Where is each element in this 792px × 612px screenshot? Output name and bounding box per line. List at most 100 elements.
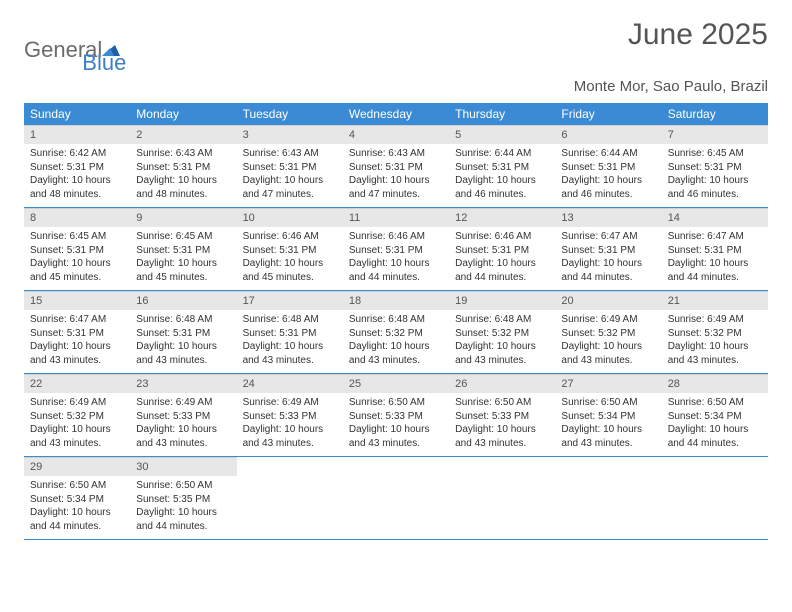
- day-details: Sunrise: 6:49 AMSunset: 5:33 PMDaylight:…: [130, 393, 236, 456]
- day-number: 24: [237, 374, 343, 393]
- day-details: Sunrise: 6:47 AMSunset: 5:31 PMDaylight:…: [24, 310, 130, 373]
- day-number: 29: [24, 457, 130, 476]
- day-details: Sunrise: 6:48 AMSunset: 5:31 PMDaylight:…: [237, 310, 343, 373]
- day-details: Sunrise: 6:42 AMSunset: 5:31 PMDaylight:…: [24, 144, 130, 207]
- day-details: Sunrise: 6:48 AMSunset: 5:32 PMDaylight:…: [343, 310, 449, 373]
- calendar-empty-cell: [343, 457, 449, 540]
- calendar-day-cell: 30Sunrise: 6:50 AMSunset: 5:35 PMDayligh…: [130, 457, 236, 540]
- day-number: 7: [662, 125, 768, 144]
- day-number: 21: [662, 291, 768, 310]
- location-subtitle: Monte Mor, Sao Paulo, Brazil: [24, 78, 768, 95]
- day-number: 8: [24, 208, 130, 227]
- day-details: Sunrise: 6:46 AMSunset: 5:31 PMDaylight:…: [449, 227, 555, 290]
- weekday-header: Monday: [130, 103, 236, 125]
- day-details: Sunrise: 6:48 AMSunset: 5:31 PMDaylight:…: [130, 310, 236, 373]
- weekday-header-row: SundayMondayTuesdayWednesdayThursdayFrid…: [24, 103, 768, 125]
- weekday-header: Wednesday: [343, 103, 449, 125]
- day-number: 13: [555, 208, 661, 227]
- calendar-day-cell: 14Sunrise: 6:47 AMSunset: 5:31 PMDayligh…: [662, 208, 768, 291]
- header-row: General Blue June 2025: [24, 18, 768, 76]
- day-number: 18: [343, 291, 449, 310]
- calendar-empty-cell: [662, 457, 768, 540]
- calendar-empty-cell: [237, 457, 343, 540]
- day-number: 4: [343, 125, 449, 144]
- calendar-day-cell: 25Sunrise: 6:50 AMSunset: 5:33 PMDayligh…: [343, 374, 449, 457]
- day-details: Sunrise: 6:43 AMSunset: 5:31 PMDaylight:…: [237, 144, 343, 207]
- day-details: Sunrise: 6:49 AMSunset: 5:33 PMDaylight:…: [237, 393, 343, 456]
- calendar-day-cell: 27Sunrise: 6:50 AMSunset: 5:34 PMDayligh…: [555, 374, 661, 457]
- day-number: 27: [555, 374, 661, 393]
- day-details: Sunrise: 6:46 AMSunset: 5:31 PMDaylight:…: [237, 227, 343, 290]
- day-number: 20: [555, 291, 661, 310]
- day-details: Sunrise: 6:48 AMSunset: 5:32 PMDaylight:…: [449, 310, 555, 373]
- calendar-week-row: 8Sunrise: 6:45 AMSunset: 5:31 PMDaylight…: [24, 208, 768, 291]
- calendar-day-cell: 28Sunrise: 6:50 AMSunset: 5:34 PMDayligh…: [662, 374, 768, 457]
- calendar-day-cell: 10Sunrise: 6:46 AMSunset: 5:31 PMDayligh…: [237, 208, 343, 291]
- day-number: 28: [662, 374, 768, 393]
- day-number: 12: [449, 208, 555, 227]
- title-block: June 2025: [628, 18, 768, 52]
- calendar-day-cell: 12Sunrise: 6:46 AMSunset: 5:31 PMDayligh…: [449, 208, 555, 291]
- calendar-day-cell: 4Sunrise: 6:43 AMSunset: 5:31 PMDaylight…: [343, 125, 449, 208]
- day-details: Sunrise: 6:44 AMSunset: 5:31 PMDaylight:…: [449, 144, 555, 207]
- weekday-header: Thursday: [449, 103, 555, 125]
- day-number: 10: [237, 208, 343, 227]
- weekday-header: Tuesday: [237, 103, 343, 125]
- day-details: Sunrise: 6:50 AMSunset: 5:34 PMDaylight:…: [555, 393, 661, 456]
- day-details: Sunrise: 6:49 AMSunset: 5:32 PMDaylight:…: [24, 393, 130, 456]
- day-number: 15: [24, 291, 130, 310]
- day-number: 3: [237, 125, 343, 144]
- day-number: 16: [130, 291, 236, 310]
- day-details: Sunrise: 6:45 AMSunset: 5:31 PMDaylight:…: [130, 227, 236, 290]
- calendar-day-cell: 7Sunrise: 6:45 AMSunset: 5:31 PMDaylight…: [662, 125, 768, 208]
- page-title: June 2025: [628, 18, 768, 52]
- calendar-day-cell: 29Sunrise: 6:50 AMSunset: 5:34 PMDayligh…: [24, 457, 130, 540]
- day-number: 22: [24, 374, 130, 393]
- calendar-table: SundayMondayTuesdayWednesdayThursdayFrid…: [24, 103, 768, 540]
- calendar-week-row: 29Sunrise: 6:50 AMSunset: 5:34 PMDayligh…: [24, 457, 768, 540]
- calendar-day-cell: 11Sunrise: 6:46 AMSunset: 5:31 PMDayligh…: [343, 208, 449, 291]
- day-details: Sunrise: 6:50 AMSunset: 5:34 PMDaylight:…: [24, 476, 130, 539]
- calendar-day-cell: 3Sunrise: 6:43 AMSunset: 5:31 PMDaylight…: [237, 125, 343, 208]
- calendar-week-row: 22Sunrise: 6:49 AMSunset: 5:32 PMDayligh…: [24, 374, 768, 457]
- day-details: Sunrise: 6:49 AMSunset: 5:32 PMDaylight:…: [555, 310, 661, 373]
- day-details: Sunrise: 6:47 AMSunset: 5:31 PMDaylight:…: [555, 227, 661, 290]
- calendar-day-cell: 9Sunrise: 6:45 AMSunset: 5:31 PMDaylight…: [130, 208, 236, 291]
- weekday-header: Friday: [555, 103, 661, 125]
- calendar-day-cell: 22Sunrise: 6:49 AMSunset: 5:32 PMDayligh…: [24, 374, 130, 457]
- day-number: 1: [24, 125, 130, 144]
- day-number: 26: [449, 374, 555, 393]
- calendar-day-cell: 16Sunrise: 6:48 AMSunset: 5:31 PMDayligh…: [130, 291, 236, 374]
- calendar-day-cell: 26Sunrise: 6:50 AMSunset: 5:33 PMDayligh…: [449, 374, 555, 457]
- calendar-day-cell: 18Sunrise: 6:48 AMSunset: 5:32 PMDayligh…: [343, 291, 449, 374]
- calendar-day-cell: 5Sunrise: 6:44 AMSunset: 5:31 PMDaylight…: [449, 125, 555, 208]
- calendar-week-row: 15Sunrise: 6:47 AMSunset: 5:31 PMDayligh…: [24, 291, 768, 374]
- day-number: 23: [130, 374, 236, 393]
- day-details: Sunrise: 6:44 AMSunset: 5:31 PMDaylight:…: [555, 144, 661, 207]
- calendar-page: General Blue June 2025 Monte Mor, Sao Pa…: [0, 0, 792, 558]
- calendar-day-cell: 24Sunrise: 6:49 AMSunset: 5:33 PMDayligh…: [237, 374, 343, 457]
- calendar-week-row: 1Sunrise: 6:42 AMSunset: 5:31 PMDaylight…: [24, 125, 768, 208]
- day-details: Sunrise: 6:50 AMSunset: 5:34 PMDaylight:…: [662, 393, 768, 456]
- logo-word-2: Blue: [82, 50, 126, 76]
- calendar-body: 1Sunrise: 6:42 AMSunset: 5:31 PMDaylight…: [24, 125, 768, 540]
- day-number: 9: [130, 208, 236, 227]
- day-details: Sunrise: 6:43 AMSunset: 5:31 PMDaylight:…: [130, 144, 236, 207]
- calendar-day-cell: 21Sunrise: 6:49 AMSunset: 5:32 PMDayligh…: [662, 291, 768, 374]
- calendar-day-cell: 23Sunrise: 6:49 AMSunset: 5:33 PMDayligh…: [130, 374, 236, 457]
- calendar-empty-cell: [449, 457, 555, 540]
- day-number: 19: [449, 291, 555, 310]
- calendar-day-cell: 13Sunrise: 6:47 AMSunset: 5:31 PMDayligh…: [555, 208, 661, 291]
- day-number: 5: [449, 125, 555, 144]
- day-details: Sunrise: 6:45 AMSunset: 5:31 PMDaylight:…: [24, 227, 130, 290]
- day-number: 25: [343, 374, 449, 393]
- day-details: Sunrise: 6:50 AMSunset: 5:33 PMDaylight:…: [449, 393, 555, 456]
- weekday-header: Sunday: [24, 103, 130, 125]
- calendar-day-cell: 15Sunrise: 6:47 AMSunset: 5:31 PMDayligh…: [24, 291, 130, 374]
- calendar-day-cell: 1Sunrise: 6:42 AMSunset: 5:31 PMDaylight…: [24, 125, 130, 208]
- day-number: 2: [130, 125, 236, 144]
- day-details: Sunrise: 6:45 AMSunset: 5:31 PMDaylight:…: [662, 144, 768, 207]
- day-details: Sunrise: 6:46 AMSunset: 5:31 PMDaylight:…: [343, 227, 449, 290]
- day-details: Sunrise: 6:43 AMSunset: 5:31 PMDaylight:…: [343, 144, 449, 207]
- calendar-day-cell: 8Sunrise: 6:45 AMSunset: 5:31 PMDaylight…: [24, 208, 130, 291]
